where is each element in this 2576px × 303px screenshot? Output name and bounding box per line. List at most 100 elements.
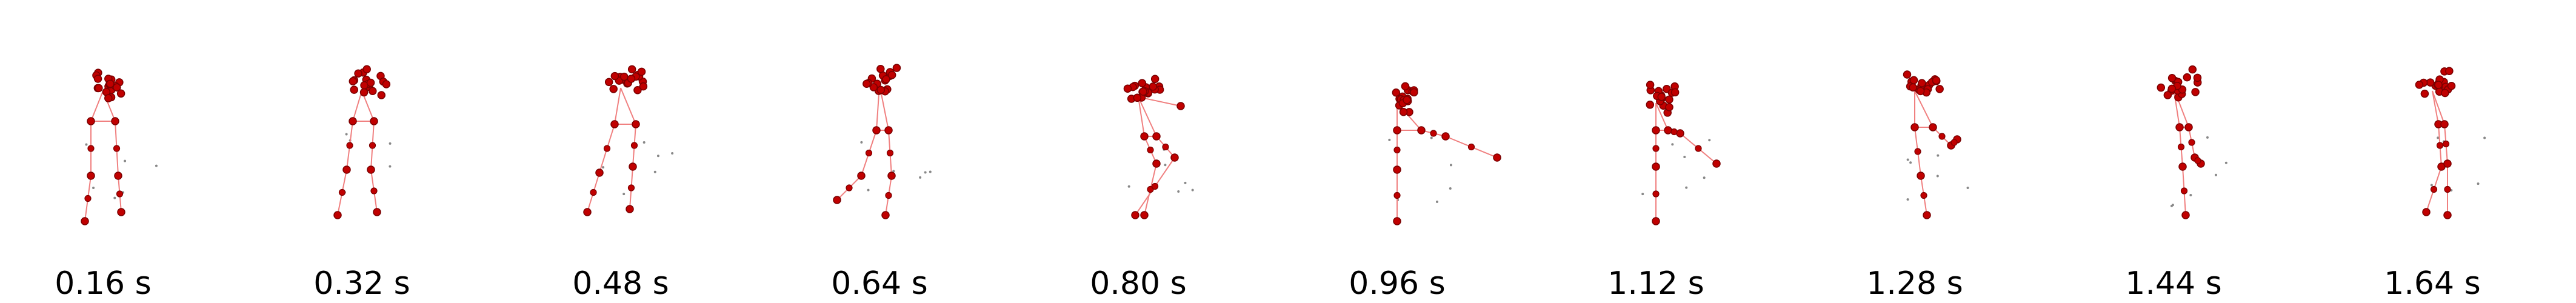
joint-point xyxy=(349,77,358,85)
ghost-point xyxy=(1966,186,1969,189)
joint-point xyxy=(2444,185,2451,193)
ghost-point xyxy=(919,176,922,179)
frame-time-label: 0.80 s xyxy=(1090,265,1186,302)
joint-point xyxy=(2434,81,2443,89)
joint-point xyxy=(630,142,638,149)
joint-point xyxy=(2157,83,2166,92)
joint-point xyxy=(604,78,613,87)
pose-frame xyxy=(333,65,392,219)
joint-point xyxy=(2183,73,2192,82)
joint-point xyxy=(882,75,890,84)
joint-point xyxy=(869,83,878,92)
ghost-point xyxy=(929,170,932,173)
joint-point xyxy=(2191,88,2200,96)
ghost-point xyxy=(124,159,127,162)
joint-point xyxy=(1149,82,1157,91)
joint-point xyxy=(881,211,890,219)
ghost-point xyxy=(860,141,863,144)
ghost-point xyxy=(1936,175,1939,178)
ghost-point xyxy=(656,155,659,158)
pose-frame xyxy=(1123,75,1194,219)
joint-point xyxy=(2447,82,2456,90)
joint-point xyxy=(1152,159,1161,168)
ghost-point xyxy=(113,196,116,199)
joint-point xyxy=(113,83,121,92)
joint-point xyxy=(2178,162,2187,171)
joint-point xyxy=(95,84,103,93)
frame-time-label: 0.48 s xyxy=(572,265,669,302)
joint-point xyxy=(610,120,619,128)
joint-point xyxy=(2194,157,2201,164)
joint-point xyxy=(117,208,125,216)
joint-point xyxy=(1140,132,1149,141)
joint-point xyxy=(2426,78,2435,87)
joint-point xyxy=(1393,217,1401,225)
joint-point xyxy=(114,171,122,180)
joint-point xyxy=(84,195,92,202)
joint-point xyxy=(1151,182,1159,190)
joint-point xyxy=(886,149,894,157)
frame-time-label: 0.64 s xyxy=(831,265,927,302)
joint-point xyxy=(892,64,901,72)
joint-point xyxy=(377,91,386,99)
ghost-point xyxy=(1671,143,1674,146)
joint-point xyxy=(1676,129,1684,138)
joint-point xyxy=(2443,211,2452,219)
ghost-point xyxy=(2430,184,2433,187)
ghost-point xyxy=(2437,136,2440,139)
joint-point xyxy=(2420,89,2429,98)
joint-point xyxy=(865,149,873,157)
joint-point xyxy=(1935,85,1944,93)
joint-point xyxy=(626,205,634,213)
pose-frame xyxy=(2415,67,2486,219)
joint-point xyxy=(1665,95,1673,104)
ghost-point xyxy=(2214,173,2217,176)
joint-point xyxy=(1665,103,1673,112)
joint-point xyxy=(2440,120,2449,128)
joint-point xyxy=(2441,88,2449,98)
joint-point xyxy=(1150,75,1160,84)
joint-point xyxy=(639,82,648,91)
joint-point xyxy=(2177,143,2185,151)
joint-point xyxy=(1392,88,1401,97)
joint-point xyxy=(1162,143,1169,151)
joint-point xyxy=(116,89,125,98)
ghost-point xyxy=(1906,198,1909,201)
joint-point xyxy=(382,80,391,88)
joint-point xyxy=(2167,84,2177,93)
joint-point xyxy=(2430,185,2438,193)
joint-point xyxy=(359,88,369,97)
joint-point xyxy=(333,211,342,219)
joint-point xyxy=(1393,191,1401,199)
joint-point xyxy=(111,117,119,125)
ghost-point xyxy=(867,188,870,191)
ghost-point xyxy=(85,143,88,146)
joint-point xyxy=(1657,93,1666,101)
joint-point xyxy=(104,94,113,102)
joint-point xyxy=(349,117,357,125)
joint-point xyxy=(1399,108,1408,116)
joint-point xyxy=(2442,140,2450,148)
ghost-point xyxy=(1708,139,1711,142)
joint-point xyxy=(1903,70,1912,79)
ghost-point xyxy=(1906,158,1909,161)
joint-point xyxy=(1929,123,1937,132)
joint-point xyxy=(1393,165,1401,174)
joint-point xyxy=(2445,67,2454,75)
joint-point xyxy=(2443,159,2452,168)
joint-point xyxy=(2193,73,2202,82)
joint-point xyxy=(1467,143,1475,151)
ghost-point xyxy=(1449,187,1452,190)
ghost-point xyxy=(92,187,95,190)
ghost-point xyxy=(1683,155,1686,158)
joint-point xyxy=(610,72,619,81)
skeleton-bone xyxy=(1914,90,1934,128)
skeleton-bone xyxy=(1138,96,1145,137)
ghost-point xyxy=(892,170,895,173)
joint-point xyxy=(1139,87,1147,96)
joint-point xyxy=(1493,153,1501,162)
skeleton-bone xyxy=(620,87,636,125)
joint-point xyxy=(833,196,841,204)
joint-point xyxy=(1670,88,1680,97)
joint-point xyxy=(93,75,102,83)
